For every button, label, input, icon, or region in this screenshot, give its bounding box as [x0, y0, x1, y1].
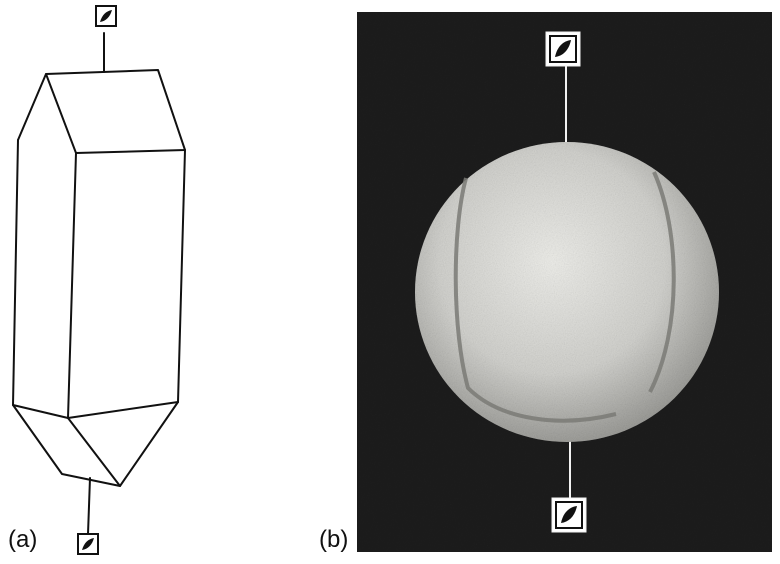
crystal-top-face: [45, 69, 186, 154]
crystal-bottom-axis-line: [87, 477, 91, 535]
ball-seam-right: [648, 171, 676, 393]
crystal-bottom-ridge: [12, 401, 179, 419]
symmetry-axis-symbol-icon: [95, 5, 117, 27]
crystal-bottom-edge: [67, 417, 121, 487]
panel-a-drawing: [12, 32, 186, 535]
crystal-bottom-face: [12, 401, 179, 487]
symmetry-axis-symbol-icon: [77, 533, 99, 555]
panel-a-label: (a): [8, 526, 38, 553]
ball-seam-left: [453, 177, 617, 423]
symmetry-axis-symbol-icon: [545, 31, 581, 67]
crystal-left-slope: [17, 73, 47, 141]
tennis-ball: [415, 142, 719, 442]
crystal-right-edge: [177, 149, 186, 403]
crystal-left-edge: [12, 139, 19, 406]
panel-b-label: (b): [319, 526, 349, 553]
symmetry-axis-symbol-icon: [551, 497, 587, 533]
panel-b-photo: [357, 12, 772, 552]
crystal-front-left-edge: [67, 152, 77, 419]
